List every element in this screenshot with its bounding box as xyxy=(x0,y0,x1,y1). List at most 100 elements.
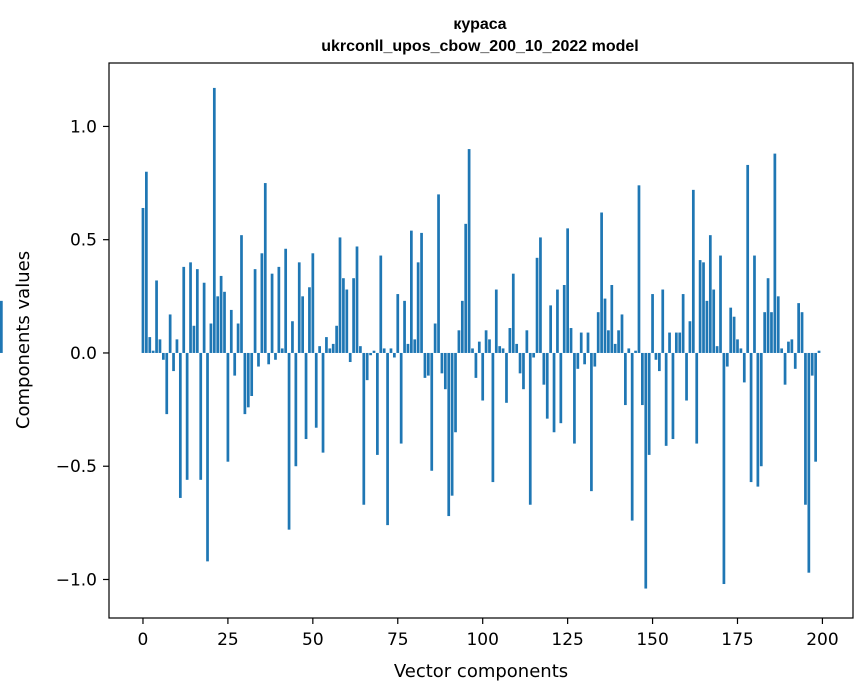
bar xyxy=(297,262,301,353)
axes-frame xyxy=(108,62,854,619)
bar xyxy=(318,346,321,353)
bar xyxy=(471,348,474,353)
bar xyxy=(243,352,247,415)
bar xyxy=(0,300,3,353)
bar xyxy=(732,316,736,353)
bar xyxy=(325,337,328,353)
bar xyxy=(654,352,658,360)
bar xyxy=(277,266,281,353)
bar xyxy=(501,348,505,353)
x-tick-label: 150 xyxy=(636,630,668,650)
bar xyxy=(759,352,763,467)
bar xyxy=(209,323,213,353)
bar xyxy=(206,352,209,562)
bar xyxy=(651,294,654,353)
bar xyxy=(474,352,478,378)
bar xyxy=(189,262,192,353)
bar xyxy=(155,280,158,353)
bar xyxy=(702,262,705,353)
bar xyxy=(393,352,396,358)
bar xyxy=(610,285,614,353)
bar xyxy=(698,260,702,353)
bar xyxy=(766,278,770,353)
y-axis-ticks: −1.0 −0.5 0.0 0.5 1.0 xyxy=(56,117,109,590)
bar xyxy=(443,352,447,390)
bar xyxy=(338,237,342,353)
bar xyxy=(810,352,814,376)
bar xyxy=(359,346,362,353)
bar xyxy=(314,352,318,428)
bar xyxy=(301,296,304,353)
y-tick-label: −1.0 xyxy=(56,570,97,590)
bar xyxy=(257,352,260,367)
bar xyxy=(488,339,491,353)
bar xyxy=(345,289,349,353)
bar xyxy=(576,352,580,369)
bar xyxy=(399,352,403,444)
bar xyxy=(219,275,223,353)
bar xyxy=(389,348,393,353)
bar xyxy=(586,332,590,353)
bar xyxy=(518,352,522,374)
bar xyxy=(627,348,631,353)
bar xyxy=(352,278,355,353)
bar xyxy=(284,248,288,353)
bar xyxy=(291,321,294,353)
bar xyxy=(223,291,226,353)
bar xyxy=(620,314,624,353)
x-axis-label: Vector components xyxy=(394,661,568,682)
bar xyxy=(226,352,230,462)
x-tick-label: 175 xyxy=(721,630,753,650)
bar xyxy=(691,189,695,353)
bar xyxy=(647,352,651,455)
bar xyxy=(797,303,800,353)
bar xyxy=(814,352,817,462)
bar xyxy=(440,352,444,374)
bar xyxy=(420,232,423,353)
bar xyxy=(783,352,787,385)
bar xyxy=(382,348,386,353)
bar xyxy=(416,262,420,353)
x-tick-label: 100 xyxy=(466,630,498,650)
bar xyxy=(753,255,756,353)
bar xyxy=(708,235,712,353)
bar xyxy=(250,352,254,396)
bar xyxy=(263,183,267,353)
bar xyxy=(192,325,196,353)
bar xyxy=(800,312,804,353)
x-tick-label: 0 xyxy=(138,630,149,650)
bar xyxy=(355,246,359,353)
bar xyxy=(729,307,733,353)
y-tick-label: 0.5 xyxy=(70,231,97,251)
bar xyxy=(141,207,145,353)
bar xyxy=(807,352,811,573)
bar xyxy=(641,352,644,406)
bar xyxy=(545,352,549,419)
bar xyxy=(624,352,627,406)
bar xyxy=(705,300,709,353)
bar xyxy=(535,257,539,353)
bar xyxy=(681,294,685,353)
bar xyxy=(304,352,308,440)
bar xyxy=(793,352,797,369)
bar xyxy=(386,352,389,526)
y-tick-label: 0.0 xyxy=(70,344,97,364)
bar xyxy=(542,352,546,385)
x-tick-label: 75 xyxy=(387,630,409,650)
bar xyxy=(362,352,366,505)
bar xyxy=(423,352,427,378)
bar xyxy=(559,352,563,424)
bar xyxy=(756,352,760,487)
bar xyxy=(742,352,746,383)
bar xyxy=(253,269,257,353)
bar xyxy=(668,332,671,353)
bar xyxy=(280,348,284,353)
bar xyxy=(457,330,461,353)
x-axis-ticks: 0 25 50 75 100 125 150 175 200 xyxy=(138,618,839,650)
bar xyxy=(562,285,566,353)
bar xyxy=(148,337,152,353)
bar xyxy=(274,352,277,360)
y-tick-label: 1.0 xyxy=(70,117,97,137)
bar xyxy=(481,352,485,401)
bar xyxy=(287,352,291,530)
